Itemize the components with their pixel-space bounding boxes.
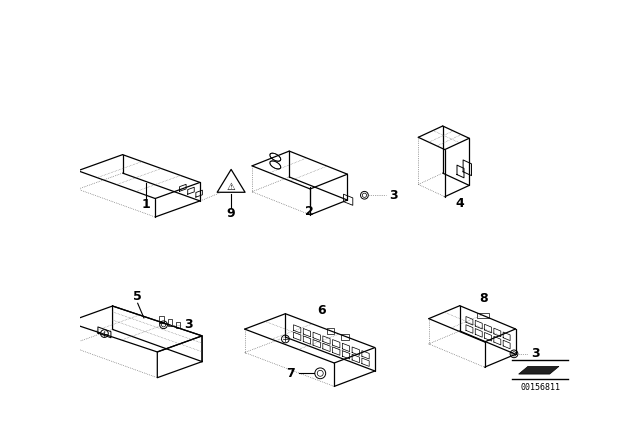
Bar xyxy=(159,316,164,323)
Text: 1: 1 xyxy=(141,198,150,211)
Bar xyxy=(176,322,180,328)
Bar xyxy=(168,319,172,326)
Text: 4: 4 xyxy=(456,198,464,211)
Text: 3: 3 xyxy=(184,318,193,331)
Bar xyxy=(477,313,489,318)
Text: 2: 2 xyxy=(305,205,314,218)
Polygon shape xyxy=(518,366,559,374)
Text: 3: 3 xyxy=(389,189,398,202)
Text: 3: 3 xyxy=(531,347,540,360)
Text: ⚠: ⚠ xyxy=(227,182,236,192)
Text: 5: 5 xyxy=(133,290,142,303)
Bar xyxy=(341,334,349,340)
Text: 00156811: 00156811 xyxy=(520,383,561,392)
Bar xyxy=(326,328,335,334)
Text: 8: 8 xyxy=(479,292,488,305)
Text: 6: 6 xyxy=(317,304,326,317)
Text: 7: 7 xyxy=(287,367,295,380)
Text: 9: 9 xyxy=(227,207,236,220)
